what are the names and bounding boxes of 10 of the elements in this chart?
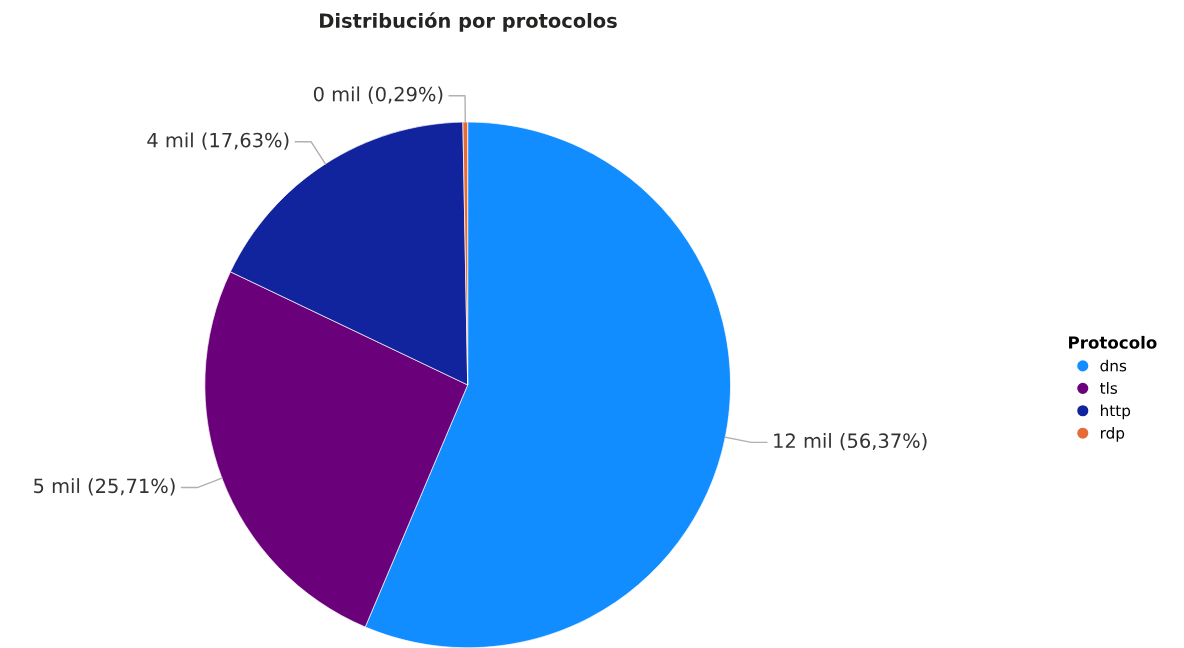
legend-label: rdp (1100, 426, 1125, 442)
legend-label: dns (1100, 359, 1127, 372)
legend-label: http (1100, 404, 1131, 420)
chart-title: Distribución por protocolos (320, 12, 617, 32)
legend-title: Protocolo (1069, 335, 1157, 349)
legend-label: tls (1100, 382, 1118, 394)
data-label: 0 mil (0,29%) (313, 86, 443, 104)
data-label: 5 mil (25,71%) (34, 478, 175, 496)
data-label: 4 mil (17,63%) (147, 132, 289, 150)
data-label: 12 mil (56,37%) (774, 432, 927, 451)
